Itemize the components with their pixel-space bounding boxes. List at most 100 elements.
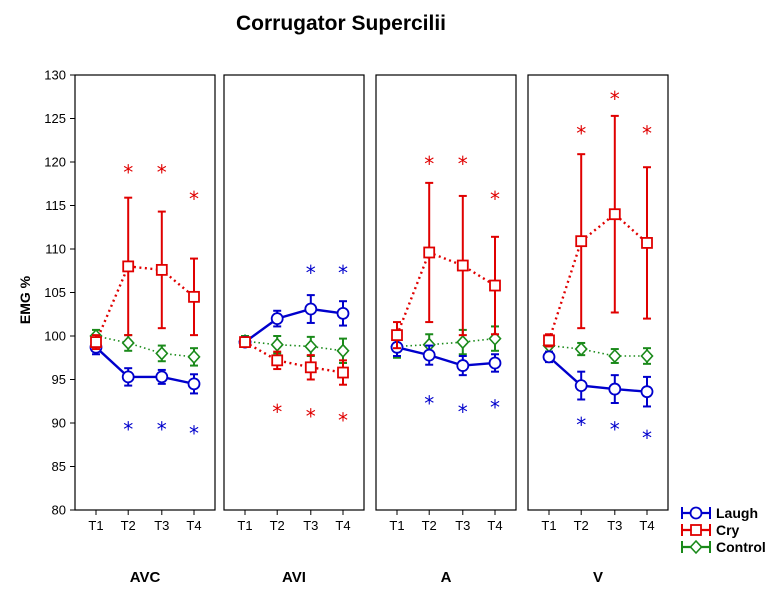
marker-control xyxy=(456,334,470,350)
x-tick-label: T2 xyxy=(422,518,437,533)
series-control xyxy=(390,325,502,359)
panel-v: T1 T2 T3 T4 V * * * * * * xyxy=(527,74,669,586)
panel-label: AVC xyxy=(130,569,161,586)
marker-cry xyxy=(304,361,317,374)
marker-control xyxy=(304,339,318,354)
x-tick-label: T3 xyxy=(154,518,169,533)
significance-marker: * xyxy=(576,122,586,146)
marker-control xyxy=(574,341,588,357)
panel-frame xyxy=(74,74,216,511)
marker-control xyxy=(689,539,703,555)
x-tick-label: T2 xyxy=(121,518,136,533)
marker-control xyxy=(488,331,502,346)
x-tick-label: T1 xyxy=(541,518,556,533)
series-line xyxy=(244,340,344,352)
significance-marker: * xyxy=(610,417,620,441)
series-line xyxy=(94,265,195,343)
x-tick-label: T4 xyxy=(335,518,350,533)
significance-marker: * xyxy=(458,400,468,424)
marker-laugh xyxy=(640,385,654,399)
series-cry xyxy=(239,336,349,386)
marker-cry xyxy=(337,366,349,379)
y-tick-label: 110 xyxy=(45,242,66,257)
x-tick-label: T4 xyxy=(639,518,654,533)
significance-marker: * xyxy=(610,87,620,111)
marker-cry xyxy=(489,279,501,292)
marker-laugh xyxy=(608,382,622,396)
significance-marker: * xyxy=(424,391,434,415)
significance-marker: * xyxy=(576,413,586,437)
significance-marker: * xyxy=(306,261,316,285)
marker-cry xyxy=(641,237,653,249)
marker-cry xyxy=(575,235,588,248)
marker-control xyxy=(121,335,135,351)
series-cry xyxy=(90,196,200,351)
x-tick-label: T2 xyxy=(270,518,285,533)
significance-marker: * xyxy=(642,122,652,146)
x-tick-label: T1 xyxy=(88,518,103,533)
significance-marker: * xyxy=(123,161,133,185)
legend-label: Laugh xyxy=(716,505,758,521)
marker-laugh xyxy=(488,356,502,370)
y-tick-label: 85 xyxy=(52,459,66,474)
marker-control xyxy=(187,349,201,365)
y-tick-label: 90 xyxy=(52,416,66,431)
marker-control xyxy=(155,346,169,361)
y-tick-label: 105 xyxy=(44,285,66,300)
series-line xyxy=(95,346,195,386)
marker-laugh xyxy=(155,370,169,384)
series-control xyxy=(542,338,654,365)
panel-frame xyxy=(527,74,669,511)
panel-frame xyxy=(223,74,365,511)
significance-marker: * xyxy=(189,422,199,446)
marker-cry xyxy=(543,334,555,347)
legend-item-laugh: Laugh xyxy=(681,505,758,521)
x-tick-label: T1 xyxy=(389,518,404,533)
x-tick-label: T3 xyxy=(607,518,622,533)
significance-marker: * xyxy=(490,187,500,211)
y-tick-label: 130 xyxy=(44,68,66,83)
significance-marker: * xyxy=(338,409,348,433)
panel-label: AVI xyxy=(282,569,306,586)
significance-marker: * xyxy=(272,400,282,424)
y-tick-label: 125 xyxy=(44,111,66,126)
chart-title: Corrugator Supercilii xyxy=(236,12,446,35)
marker-laugh xyxy=(689,506,703,520)
series-line xyxy=(95,335,195,358)
panel-label: A xyxy=(441,569,452,586)
x-tick-label: T3 xyxy=(455,518,470,533)
panel-a: T1 T2 T3 T4 A * * * * * * xyxy=(375,74,517,586)
x-tick-label: T2 xyxy=(574,518,589,533)
series-line xyxy=(396,337,496,348)
series-cry xyxy=(391,181,501,350)
marker-laugh xyxy=(574,379,588,392)
x-tick-label: T4 xyxy=(186,518,201,533)
marker-laugh xyxy=(456,359,470,372)
marker-cry xyxy=(155,263,168,276)
marker-cry xyxy=(690,524,702,536)
panel-avc: T1 T2 T3 T4 AVC * * * * * * xyxy=(74,74,216,586)
significance-marker: * xyxy=(490,396,500,420)
marker-control xyxy=(336,343,350,358)
significance-marker: * xyxy=(458,152,468,176)
series-laugh xyxy=(542,350,654,408)
panels: T1 T2 T3 T4 AVC * * * * * * T1 T2 T3 T4 AVI * * * * * T1 T2 T3 T… xyxy=(74,74,669,586)
marker-laugh xyxy=(121,370,135,384)
series-line xyxy=(244,341,344,374)
marker-cry xyxy=(608,208,621,221)
x-tick-label: T3 xyxy=(303,518,318,533)
marker-cry xyxy=(188,290,200,303)
marker-laugh xyxy=(422,348,436,362)
marker-laugh xyxy=(336,306,350,320)
significance-marker: * xyxy=(123,417,133,441)
series-line xyxy=(548,344,647,357)
marker-laugh xyxy=(270,312,284,326)
x-tick-label: T1 xyxy=(237,518,252,533)
marker-cry xyxy=(456,259,469,272)
series-line xyxy=(395,250,496,336)
series-line xyxy=(244,307,344,344)
marker-cry xyxy=(122,260,135,273)
series-laugh xyxy=(238,294,350,349)
